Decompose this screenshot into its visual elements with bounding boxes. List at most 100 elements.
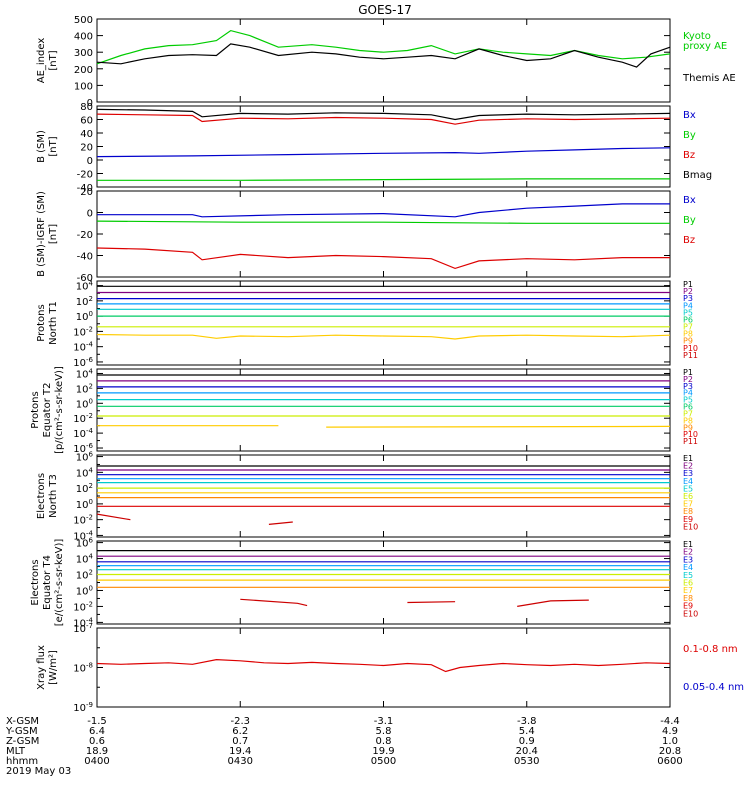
x-axis-value: 0430: [228, 756, 253, 767]
series-line-E10: [268, 521, 293, 525]
panel-frame: [96, 454, 671, 538]
legend-entry: Kyoto: [683, 31, 711, 42]
series-line-E9: [407, 601, 456, 604]
x-axis-table: X-GSM -1.5 -2.3 -3.1 -3.8 -4.4 Y-GSM 6.4 6.2 5.8 5…: [5, 716, 683, 777]
legend-entry: E5: [683, 571, 693, 580]
y-tick-label: 106: [76, 537, 94, 550]
y-tick-label: 80: [80, 102, 93, 113]
legend-entry: P4: [683, 301, 693, 310]
y-axis-label: AE_index: [36, 38, 47, 84]
x-axis-value: 1.0: [662, 736, 678, 747]
y-axis-label: [e/(cm²-s-sr-keV)]: [54, 539, 65, 627]
y-tick-label: 10-7: [73, 622, 93, 635]
x-axis-value: 0600: [657, 756, 682, 767]
x-axis-value: 20.8: [659, 746, 681, 757]
y-tick-label: 104: [76, 280, 94, 293]
legend-entry: P2: [683, 375, 693, 384]
y-tick-label: 200: [74, 65, 93, 76]
legend-entry: P6: [683, 315, 693, 324]
legend-entry: E6: [683, 579, 693, 588]
legend-entry: P3: [683, 294, 693, 303]
legend-entry: E7: [683, 500, 693, 509]
y-axis-label: North T3: [48, 474, 59, 518]
series-line-Themis AE: [96, 43, 671, 68]
x-axis-value: 5.8: [376, 726, 392, 737]
x-axis-value: 0.8: [376, 736, 392, 747]
y-tick-label: -40: [77, 252, 93, 263]
y-tick-label: 10-4: [73, 341, 93, 354]
legend-entry: Bz: [683, 150, 695, 161]
x-axis-value: -3.8: [517, 716, 537, 727]
legend-entry: Bx: [683, 110, 696, 121]
panel-frame: [96, 18, 671, 103]
legend-entry: P7: [683, 409, 693, 418]
series-line-By: [96, 220, 670, 224]
series-line-0.1-0.8 nm: [96, 658, 671, 673]
y-tick-label: -20: [77, 170, 93, 181]
x-axis-value: 19.9: [372, 746, 394, 757]
y-axis-label: [nT]: [48, 50, 59, 70]
y-axis-label: Protons: [30, 391, 41, 428]
y-tick-label: 102: [76, 295, 93, 308]
legend-entry: E1: [683, 540, 693, 549]
x-axis-value: 4.9: [662, 726, 678, 737]
legend-entry: E8: [683, 507, 693, 516]
y-tick-label: 10-2: [73, 514, 93, 527]
panel-frame: [96, 540, 671, 625]
legend-entry: E4: [683, 477, 693, 486]
legend-entry: By: [683, 215, 696, 226]
legend-entry: By: [683, 130, 696, 141]
y-tick-label: 300: [74, 48, 93, 59]
y-tick-label: 60: [80, 116, 93, 127]
x-axis-value: 5.4: [519, 726, 535, 737]
series-line-Bz: [96, 247, 670, 270]
x-axis-value: -3.1: [374, 716, 394, 727]
legend-entry: Bmag: [683, 170, 712, 181]
y-tick-label: 104: [76, 367, 94, 380]
y-tick-label: -60: [77, 273, 93, 284]
x-axis-row-label: Z-GSM: [6, 736, 39, 747]
legend-entry: P8: [683, 330, 693, 339]
y-tick-label: -40: [77, 183, 93, 194]
series-line-By: [97, 178, 670, 181]
y-axis-label: Xray flux: [36, 645, 47, 690]
legend-entry: P9: [683, 337, 693, 346]
x-axis-value: 0500: [371, 756, 396, 767]
series-line-Bx: [96, 147, 671, 158]
x-axis-value: 6.2: [232, 726, 248, 737]
legend-entry: E10: [683, 609, 698, 618]
x-axis-value: 0.7: [232, 736, 248, 747]
legend-entry: Bx: [683, 195, 696, 206]
y-axis-label: North T1: [48, 301, 59, 345]
date-label: 2019 May 03: [6, 766, 71, 777]
legend-entry: E9: [683, 515, 693, 524]
legend-entry: proxy AE: [683, 41, 727, 52]
legend-entry: P11: [683, 437, 698, 446]
y-axis-label: Electrons: [30, 559, 41, 605]
chart-title: GOES-17: [358, 3, 412, 17]
x-axis-row-label: Y-GSM: [5, 726, 38, 737]
y-tick-label: 40: [80, 129, 93, 140]
x-axis-value: 0400: [84, 756, 109, 767]
panel-bsm: -40 -20 0 20 40 60 80 B (SM) [nT] Bx By Bz Bmag: [36, 102, 712, 194]
x-axis-row-label: X-GSM: [6, 716, 39, 727]
x-axis-value: 0.9: [519, 736, 535, 747]
y-tick-label: 100: [76, 584, 93, 597]
y-tick-label: 10-2: [73, 600, 93, 613]
legend-entry: 0.1-0.8 nm: [683, 644, 738, 655]
series-line-Bz: [96, 113, 671, 125]
y-axis-label: B (SM): [36, 130, 47, 163]
y-tick-label: 20: [80, 143, 93, 154]
legend-entry: P9: [683, 423, 693, 432]
x-axis-row-label: hhmm: [6, 756, 38, 767]
legend-entry: E8: [683, 594, 693, 603]
y-tick-label: 0: [87, 156, 93, 167]
legend-entry: E2: [683, 462, 693, 471]
legend-entry: P1: [683, 368, 693, 377]
panel-frame: [96, 190, 671, 278]
series-line-E9: [240, 598, 308, 607]
y-axis-label: Electrons: [36, 473, 47, 519]
